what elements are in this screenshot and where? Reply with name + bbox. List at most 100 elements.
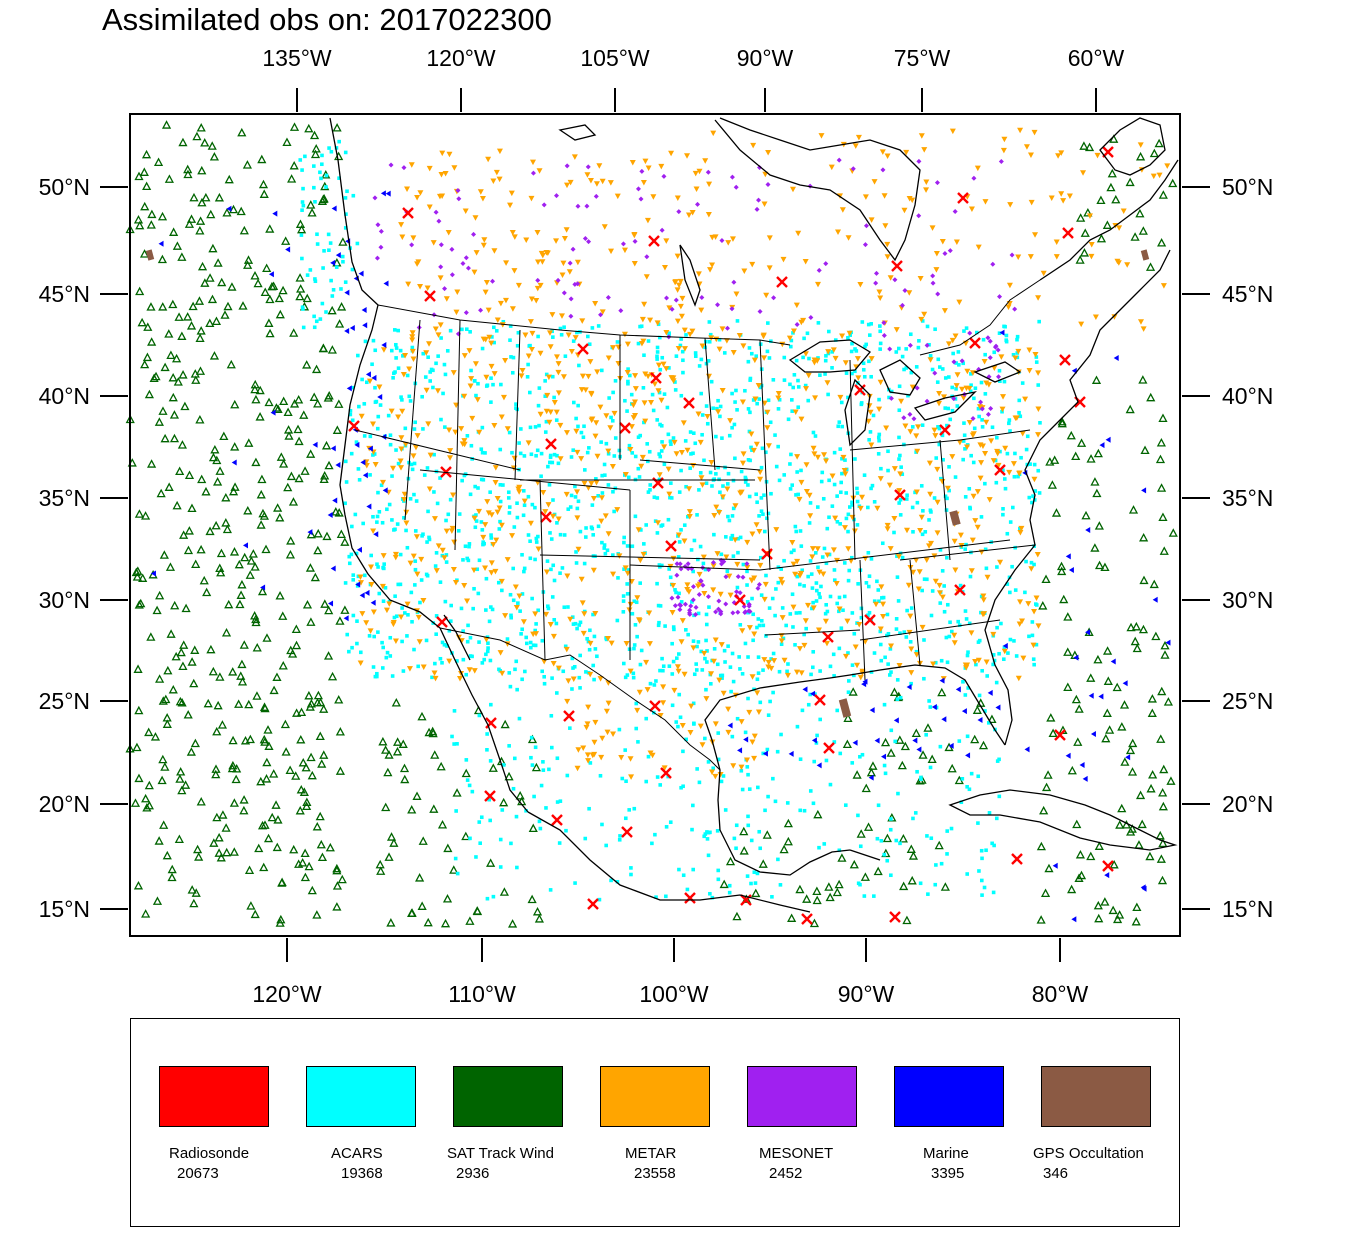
marine-marker <box>150 570 156 577</box>
sat-track-wind-marker <box>1093 900 1103 910</box>
acars-marker <box>373 348 378 353</box>
mesonet-marker <box>635 186 641 192</box>
acars-marker <box>799 468 803 473</box>
sat-track-wind-marker <box>187 885 197 894</box>
acars-marker <box>587 342 592 347</box>
sat-track-wind-marker <box>902 915 912 925</box>
metar-marker <box>482 565 489 572</box>
metar-marker <box>538 250 545 257</box>
metar-marker <box>550 633 557 640</box>
acars-marker <box>906 393 910 398</box>
acars-marker <box>560 566 565 570</box>
sat-track-wind-marker <box>134 705 144 715</box>
legend-label: GPS Occultation <box>1033 1145 1144 1162</box>
sat-track-wind-marker <box>170 600 180 610</box>
sat-track-wind-marker <box>1067 884 1077 894</box>
acars-marker <box>790 409 794 413</box>
metar-marker <box>405 281 412 288</box>
metar-marker <box>483 279 490 286</box>
acars-marker <box>305 273 310 277</box>
metar-marker <box>632 386 639 392</box>
acars-marker <box>444 553 449 557</box>
metar-marker <box>842 360 849 366</box>
sat-track-wind-marker <box>279 396 289 406</box>
metar-marker <box>789 186 796 193</box>
acars-marker <box>409 462 414 467</box>
acars-marker <box>967 787 972 792</box>
metar-marker <box>678 313 685 320</box>
metar-marker <box>945 341 952 347</box>
acars-marker <box>362 402 367 406</box>
metar-marker <box>605 700 612 707</box>
metar-marker <box>908 670 915 676</box>
metar-marker <box>929 225 936 231</box>
acars-marker <box>588 761 593 765</box>
acars-marker <box>604 843 608 848</box>
acars-marker <box>626 379 630 384</box>
mesonet-marker <box>693 604 699 610</box>
acars-marker <box>994 816 999 821</box>
mesonet-marker <box>737 590 743 596</box>
sat-track-wind-marker <box>275 591 285 600</box>
metar-marker <box>426 165 433 172</box>
acars-marker <box>730 533 735 538</box>
acars-marker <box>399 395 403 399</box>
acars-marker <box>490 607 495 612</box>
sat-track-wind-marker <box>1090 543 1100 552</box>
acars-marker <box>888 827 893 832</box>
sat-track-wind-marker <box>315 731 325 741</box>
acars-marker <box>617 838 622 842</box>
acars-marker <box>484 652 488 657</box>
acars-marker <box>752 870 757 875</box>
acars-marker <box>558 532 563 537</box>
acars-marker <box>855 486 859 491</box>
sat-track-wind-marker <box>273 503 283 512</box>
acars-marker <box>541 760 545 764</box>
acars-marker <box>624 779 628 784</box>
acars-marker <box>421 427 425 431</box>
metar-marker <box>407 560 414 567</box>
acars-marker <box>455 871 460 876</box>
acars-marker <box>508 338 512 342</box>
mesonet-marker <box>690 597 696 603</box>
acars-marker <box>697 780 702 785</box>
acars-marker <box>507 671 512 675</box>
sat-track-wind-marker <box>226 359 236 369</box>
acars-marker <box>404 528 408 533</box>
mesonet-marker <box>924 342 930 348</box>
acars-marker <box>828 594 833 599</box>
acars-marker <box>657 477 662 482</box>
sat-track-wind-marker <box>157 211 168 221</box>
acars-marker <box>613 436 618 440</box>
acars-marker <box>1014 654 1019 658</box>
metar-marker <box>882 223 889 229</box>
marine-marker <box>362 472 368 479</box>
acars-marker <box>983 547 988 552</box>
sat-track-wind-marker <box>139 249 150 258</box>
sat-track-wind-marker <box>302 293 312 303</box>
acars-marker <box>428 379 432 383</box>
acars-marker <box>405 634 409 638</box>
sat-track-wind-marker <box>947 763 957 773</box>
acars-marker <box>940 569 945 573</box>
acars-marker <box>872 651 877 655</box>
acars-marker <box>776 407 781 411</box>
acars-marker <box>644 716 649 721</box>
acars-marker <box>716 868 721 873</box>
acars-marker <box>902 442 906 447</box>
metar-marker <box>379 583 386 590</box>
acars-marker <box>755 871 760 876</box>
sat-track-wind-marker <box>299 787 309 796</box>
acars-marker <box>385 507 389 512</box>
sat-track-wind-marker <box>283 407 293 417</box>
metar-marker <box>646 641 653 647</box>
sat-track-wind-marker <box>443 843 453 853</box>
gps-occultation-marker <box>949 510 961 526</box>
metar-marker <box>980 593 987 599</box>
acars-marker <box>928 354 933 358</box>
acars-marker <box>886 662 890 666</box>
acars-marker <box>507 511 512 515</box>
acars-marker <box>479 477 484 482</box>
acars-marker <box>450 734 454 739</box>
acars-marker <box>788 612 793 616</box>
